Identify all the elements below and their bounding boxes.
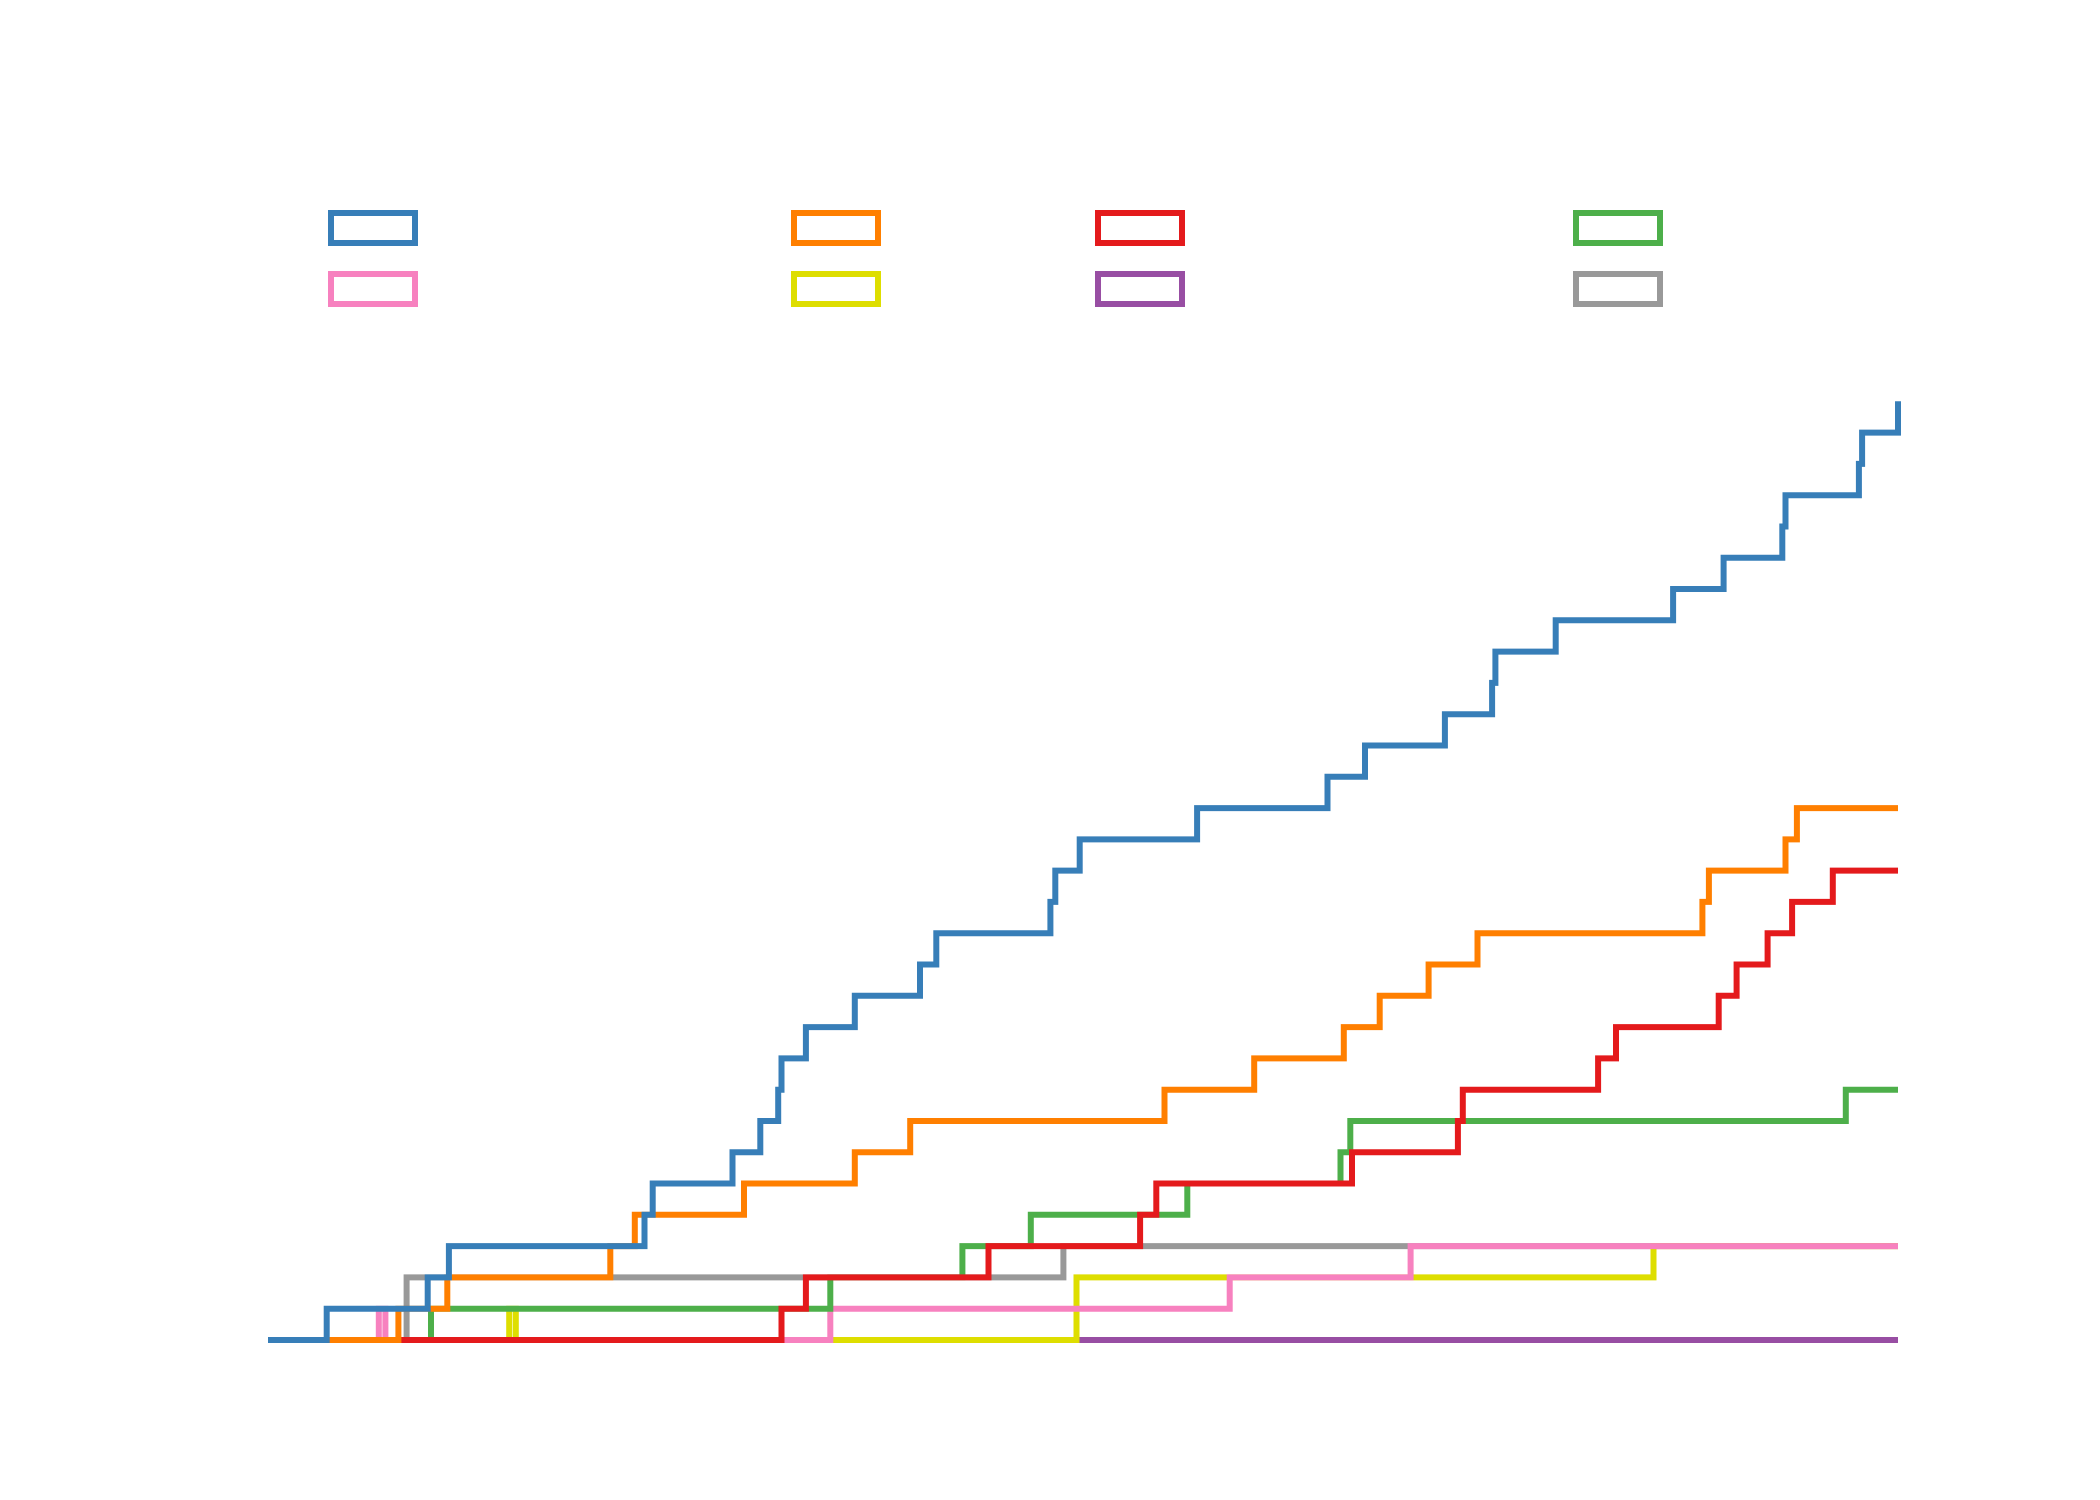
legend-swatch-3 xyxy=(1095,210,1185,246)
legend-swatch-2 xyxy=(791,210,881,246)
legend-swatch-6 xyxy=(791,271,881,307)
chart-legend xyxy=(328,210,1663,307)
series-line-5 xyxy=(268,1243,1898,1343)
plot-area xyxy=(268,401,1901,1343)
series-line-6 xyxy=(268,1243,1898,1343)
series-line-1 xyxy=(268,401,1901,1343)
series-line-3 xyxy=(268,867,1898,1343)
legend-swatch-7 xyxy=(1095,271,1185,307)
series-line-2 xyxy=(268,805,1898,1343)
legend-swatch-4 xyxy=(1573,210,1663,246)
legend-swatch-1 xyxy=(328,210,418,246)
legend-swatch-5 xyxy=(328,271,418,307)
legend-swatch-8 xyxy=(1573,271,1663,307)
series-line-4 xyxy=(268,1086,1898,1343)
